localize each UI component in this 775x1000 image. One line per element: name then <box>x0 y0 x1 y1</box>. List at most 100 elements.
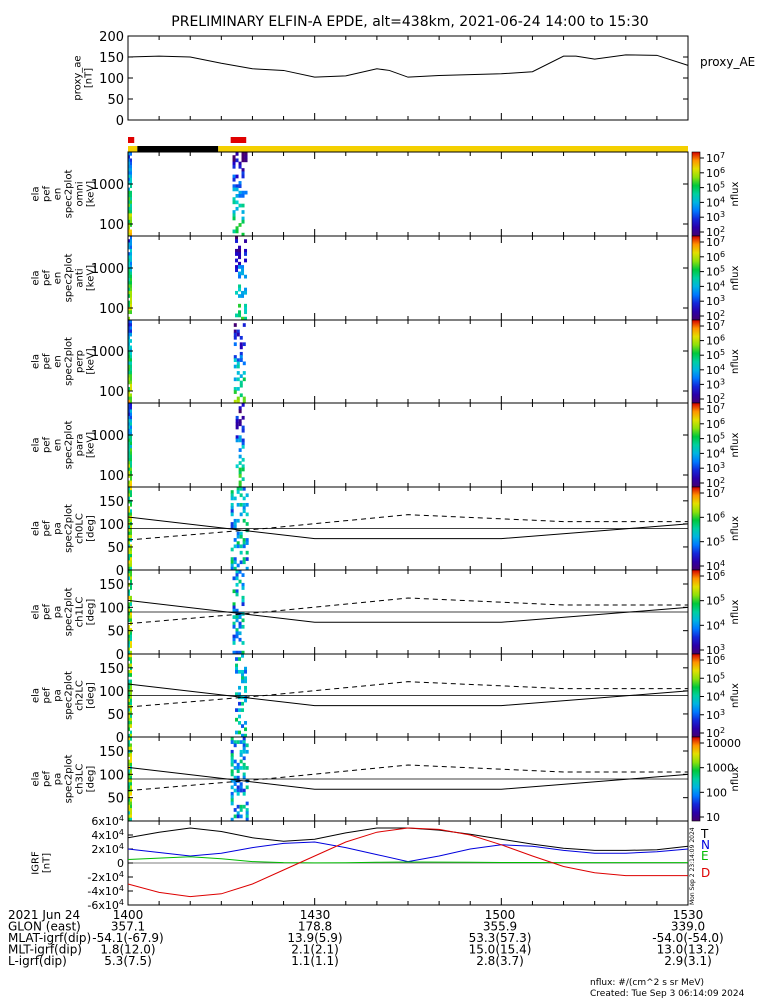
heatmap-cell <box>239 753 243 757</box>
axis-label-line: pa <box>53 689 64 701</box>
heatmap-cell <box>128 701 130 706</box>
panel-frame <box>127 402 689 488</box>
heatmap-cell <box>239 383 243 388</box>
heatmap-cell <box>232 161 236 166</box>
annotation-value: 357.1 <box>111 920 145 934</box>
heatmap-cell <box>236 361 240 366</box>
heatmap-cell <box>130 550 132 555</box>
axis-label-line: en <box>53 439 64 452</box>
heatmap-cell <box>130 216 132 221</box>
heatmap-cell <box>128 547 130 552</box>
axis-label-line: perp <box>75 350 86 373</box>
heatmap-cell <box>233 525 237 529</box>
heatmap-cell <box>233 496 237 501</box>
heatmap-cell <box>230 749 234 754</box>
heatmap-cell <box>233 775 237 780</box>
heatmap-cell <box>233 522 237 526</box>
heatmap-cell <box>130 274 132 279</box>
heatmap-cell <box>128 245 130 250</box>
heatmap-cell <box>239 766 243 770</box>
heatmap-cell <box>239 487 243 491</box>
heatmap-cell <box>242 775 246 780</box>
heatmap-cell <box>128 811 130 816</box>
heatmap-cell <box>241 582 245 587</box>
y-tick-label: 100 <box>99 469 124 484</box>
annotation-value: 53.3(57.3) <box>469 931 532 945</box>
loss-cone-line <box>127 599 689 623</box>
heatmap-cell <box>128 329 130 334</box>
heatmap-cell <box>241 464 245 469</box>
heatmap-cell <box>128 654 130 658</box>
heatmap-cell <box>128 467 130 472</box>
heatmap-cell <box>239 785 243 790</box>
heatmap-cell <box>242 804 246 809</box>
y-tick-label: 0 <box>116 564 124 579</box>
axis-label-line: pef <box>42 771 53 788</box>
heatmap-cell <box>241 216 245 221</box>
heatmap-cell <box>130 782 132 786</box>
annotation-value: 1530 <box>673 908 704 922</box>
colorbar-tick-label: 105 <box>706 671 725 685</box>
heatmap-cell <box>128 310 130 315</box>
colorbar-label: nflux <box>730 349 741 374</box>
heatmap-cell <box>232 615 236 619</box>
colorbar-tick-label: 107 <box>706 235 725 249</box>
heatmap-cell <box>233 766 237 770</box>
heatmap-cell <box>130 290 132 295</box>
heatmap-cell <box>128 711 130 716</box>
heatmap-cell <box>233 808 237 812</box>
heatmap-cell <box>130 297 132 302</box>
heatmap-cell <box>238 294 242 298</box>
heatmap-cell <box>236 387 240 391</box>
colorbar-tick-label: 104 <box>706 279 725 293</box>
status-segment-black <box>137 146 219 152</box>
heatmap-cell <box>235 576 239 581</box>
heatmap-cell <box>241 438 245 443</box>
axis-label-line: en <box>53 188 64 201</box>
heatmap-cell <box>128 637 130 642</box>
axis-label-line: pa <box>53 773 64 785</box>
heatmap-cell <box>236 487 240 491</box>
igrf-series-T <box>127 827 689 851</box>
heatmap-cell <box>235 200 239 205</box>
heatmap-cell <box>238 470 242 475</box>
heatmap-cell <box>128 663 130 668</box>
heatmap-cell <box>128 255 130 260</box>
heatmap-cell <box>130 184 132 189</box>
heatmap-cell <box>128 753 130 757</box>
heatmap-cell <box>239 560 243 565</box>
heatmap-cell <box>235 174 239 179</box>
heatmap-cell <box>242 746 246 751</box>
heatmap-cell <box>238 274 242 279</box>
heatmap-cell <box>244 248 248 253</box>
heatmap-cell <box>235 631 239 636</box>
igrf-legend-N: N <box>701 838 710 852</box>
heatmap-cell <box>130 566 132 571</box>
heatmap-cell <box>241 573 245 577</box>
heatmap-cell <box>242 371 246 375</box>
heatmap-cell <box>128 493 130 498</box>
heatmap-cell <box>233 759 237 764</box>
heatmap-cell <box>230 798 234 803</box>
heatmap-cell <box>233 332 237 337</box>
heatmap-cell <box>128 525 130 529</box>
annotation-value: 5.3(7.5) <box>104 954 152 968</box>
heatmap-cell <box>128 323 130 327</box>
heatmap-cell <box>130 451 132 456</box>
axis-label-line: pef <box>42 604 53 621</box>
heatmap-cell <box>128 320 130 324</box>
heatmap-cell <box>130 743 132 748</box>
heatmap-cell <box>238 245 242 250</box>
heatmap-cell <box>130 595 132 600</box>
y-tick-label: 100 <box>99 768 124 783</box>
heatmap-cell <box>235 268 239 273</box>
heatmap-cell <box>230 737 234 741</box>
heatmap-cell <box>128 692 130 696</box>
heatmap-cell <box>245 749 249 754</box>
heatmap-cell <box>130 487 132 491</box>
heatmap-cell <box>130 422 132 427</box>
heatmap-cell <box>242 377 246 382</box>
axis-label-line: [deg] <box>86 599 97 626</box>
colorbar-tick-label: 103 <box>706 294 725 308</box>
